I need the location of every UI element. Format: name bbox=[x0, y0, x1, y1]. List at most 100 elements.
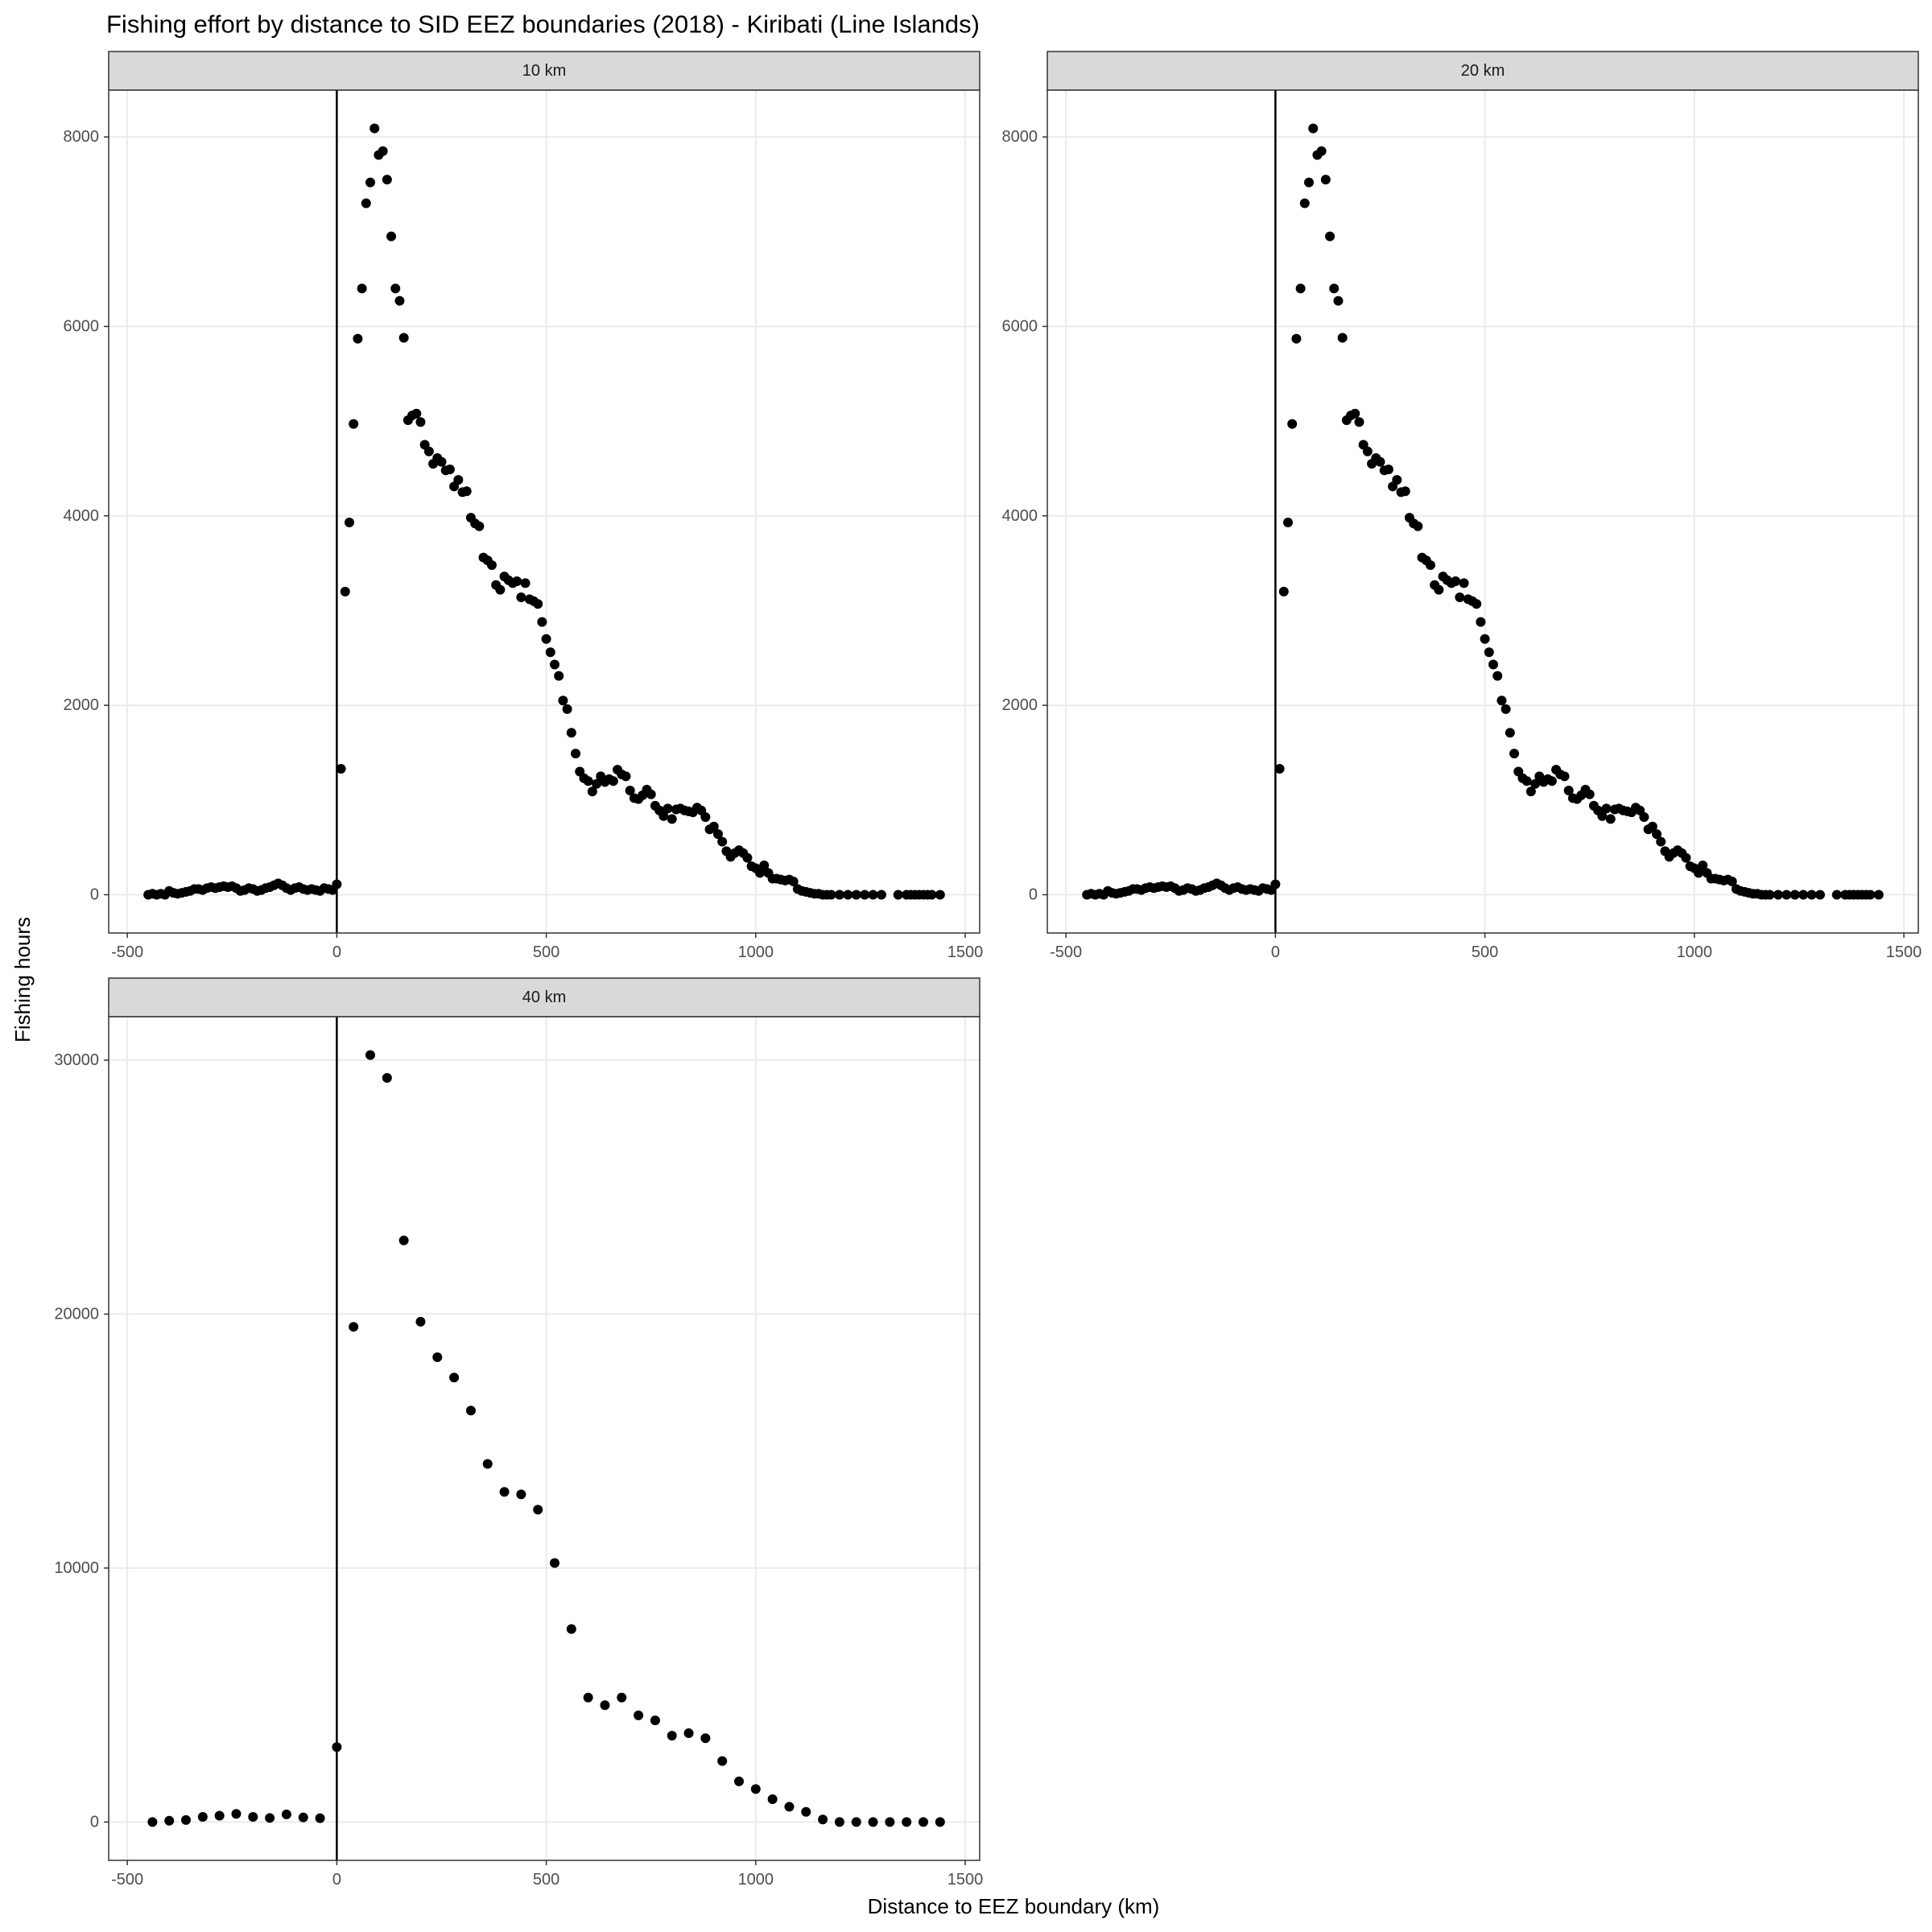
point bbox=[214, 1810, 225, 1821]
point bbox=[717, 1756, 728, 1766]
point bbox=[935, 890, 945, 900]
point bbox=[927, 890, 937, 900]
point bbox=[801, 1806, 811, 1817]
point bbox=[461, 486, 472, 497]
point bbox=[1501, 704, 1511, 714]
point bbox=[566, 728, 576, 738]
point bbox=[617, 1692, 627, 1703]
point bbox=[600, 1700, 610, 1711]
facet-strip bbox=[108, 51, 980, 91]
point bbox=[349, 1322, 359, 1332]
point bbox=[1354, 417, 1364, 427]
point bbox=[755, 868, 766, 878]
point bbox=[332, 1742, 342, 1752]
point bbox=[353, 333, 363, 344]
point bbox=[1865, 890, 1876, 900]
point bbox=[281, 1809, 291, 1819]
point bbox=[860, 890, 870, 900]
chart-title: Fishing effort by distance to SID EEZ bo… bbox=[106, 10, 980, 39]
point bbox=[365, 177, 376, 188]
point bbox=[558, 696, 568, 706]
plot-panel bbox=[109, 1017, 980, 1860]
point bbox=[663, 803, 673, 814]
point bbox=[181, 1814, 192, 1825]
point bbox=[1873, 890, 1884, 900]
point bbox=[1521, 776, 1532, 786]
point bbox=[1325, 231, 1335, 242]
point bbox=[1320, 175, 1331, 185]
point bbox=[700, 1733, 711, 1744]
point bbox=[248, 1812, 258, 1823]
point bbox=[1383, 464, 1393, 475]
point bbox=[868, 890, 878, 900]
facet-label: 10 km bbox=[522, 62, 566, 80]
point bbox=[1831, 890, 1842, 900]
x-tick-label: 500 bbox=[533, 1871, 559, 1889]
point bbox=[759, 860, 770, 870]
point bbox=[550, 1558, 560, 1568]
point bbox=[411, 408, 422, 419]
point bbox=[315, 1813, 325, 1823]
point bbox=[349, 419, 359, 429]
y-tick-label: 6000 bbox=[64, 317, 100, 335]
point bbox=[398, 1235, 409, 1245]
point bbox=[1656, 836, 1666, 847]
point bbox=[919, 1817, 929, 1827]
point bbox=[537, 617, 547, 627]
point bbox=[1295, 283, 1306, 294]
point bbox=[868, 1817, 878, 1827]
point bbox=[1563, 786, 1574, 796]
point bbox=[571, 749, 581, 759]
point bbox=[344, 518, 354, 528]
point bbox=[658, 811, 669, 821]
point bbox=[1605, 814, 1616, 824]
point bbox=[499, 1487, 510, 1497]
point bbox=[1400, 486, 1410, 497]
point bbox=[1333, 295, 1344, 306]
point bbox=[516, 592, 526, 602]
x-tick-label: 1000 bbox=[1677, 943, 1713, 961]
y-tick-label: 4000 bbox=[64, 507, 100, 525]
point bbox=[415, 1316, 426, 1327]
point bbox=[1392, 475, 1402, 485]
point bbox=[398, 332, 409, 343]
point bbox=[1496, 696, 1507, 706]
y-tick-label: 6000 bbox=[1002, 317, 1038, 335]
point bbox=[1773, 890, 1783, 900]
point bbox=[1781, 890, 1792, 900]
point bbox=[1790, 890, 1800, 900]
point bbox=[1647, 821, 1657, 832]
point bbox=[885, 1817, 895, 1827]
point bbox=[1350, 408, 1360, 419]
y-tick-label: 4000 bbox=[1002, 507, 1038, 525]
point bbox=[1451, 576, 1461, 586]
point bbox=[1530, 778, 1541, 789]
point bbox=[650, 1715, 660, 1726]
point bbox=[1425, 559, 1435, 570]
panel-border bbox=[108, 89, 980, 934]
x-tick-label: -500 bbox=[111, 943, 143, 961]
point bbox=[784, 1802, 795, 1812]
point bbox=[788, 876, 799, 886]
x-tick-label: 500 bbox=[533, 943, 559, 961]
point bbox=[851, 890, 861, 900]
y-tick-label: 8000 bbox=[64, 128, 100, 146]
point bbox=[1291, 333, 1302, 344]
point bbox=[1806, 890, 1817, 900]
point bbox=[550, 659, 560, 670]
point bbox=[843, 890, 853, 900]
point bbox=[516, 1489, 526, 1500]
point bbox=[1455, 592, 1465, 602]
point bbox=[734, 1776, 745, 1786]
point bbox=[482, 1459, 493, 1469]
y-tick-label: 0 bbox=[1029, 886, 1038, 903]
point bbox=[340, 586, 350, 597]
y-tick-label: 8000 bbox=[1002, 128, 1038, 146]
point bbox=[592, 778, 602, 789]
point bbox=[1488, 659, 1499, 670]
point bbox=[1584, 789, 1595, 799]
point bbox=[583, 1692, 593, 1703]
point bbox=[449, 1373, 460, 1383]
point bbox=[1492, 671, 1503, 681]
